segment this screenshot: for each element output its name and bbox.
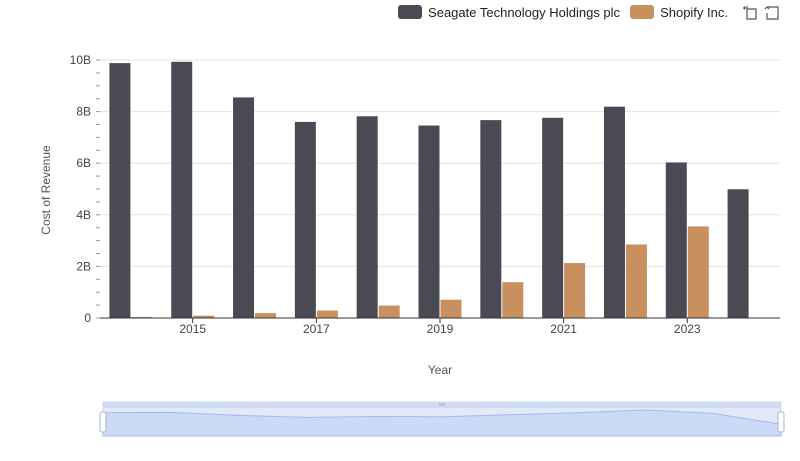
y-tick-label: 8B [76,105,91,119]
x-axis-title: Year [428,363,452,377]
bar-shopify-2023[interactable] [687,226,709,318]
zoom-select-icon[interactable] [742,4,758,20]
bar-shopify-2017[interactable] [316,310,338,318]
slider-preview-area [102,409,782,437]
y-tick-label: 4B [76,208,91,222]
x-tick-label: 2017 [303,322,330,336]
x-tick-label: 2021 [550,322,577,336]
bar-shopify-2018[interactable] [378,305,400,318]
restore-icon[interactable] [764,4,780,20]
bar-shopify-2016[interactable] [255,313,277,318]
bar-seagate-2018[interactable] [356,116,378,318]
legend: Seagate Technology Holdings plc Shopify … [398,4,780,20]
y-axis-title: Cost of Revenue [39,145,53,235]
bar-shopify-2014[interactable] [131,316,153,318]
bar-shopify-2019[interactable] [440,299,462,318]
legend-label-shopify: Shopify Inc. [660,4,728,20]
bar-seagate-2020[interactable] [480,120,502,318]
bar-shopify-2020[interactable] [502,282,524,318]
legend-swatch-shopify [630,5,655,19]
slider-selection[interactable] [103,402,781,436]
x-tick-label: 2015 [179,322,206,336]
bars [109,61,749,319]
slider-handle-right[interactable] [777,411,785,433]
legend-label-seagate: Seagate Technology Holdings plc [428,4,621,20]
x-tick-label: 2023 [674,322,701,336]
y-tick-label: 2B [76,259,91,273]
legend-swatch-seagate [398,5,423,19]
slider-grip-icon[interactable] [439,403,445,406]
bar-seagate-2017[interactable] [294,121,316,318]
x-tick-label: 2019 [427,322,454,336]
legend-item-seagate[interactable]: Seagate Technology Holdings plc [398,5,620,20]
bar-seagate-2014[interactable] [109,63,131,318]
bar-shopify-2021[interactable] [564,263,586,318]
bar-seagate-2019[interactable] [418,125,440,318]
bar-shopify-2015[interactable] [193,315,215,318]
y-tick-label: 10B [70,53,91,67]
bar-shopify-2022[interactable] [625,244,647,318]
y-axis-ticks: 0 2B 4B 6B 8B 10B [70,53,100,325]
y-tick-label: 6B [76,156,91,170]
y-tick-label: 0 [84,311,91,325]
x-axis-ticks: 2015 2017 2019 2021 2023 [179,318,701,336]
bar-seagate-2023[interactable] [665,162,687,318]
bar-seagate-2024[interactable] [727,189,749,318]
legend-item-shopify[interactable]: Shopify Inc. [630,5,728,20]
bar-seagate-2021[interactable] [542,117,564,319]
slider-handle-left[interactable] [99,411,107,433]
bar-seagate-2022[interactable] [603,106,625,318]
bar-seagate-2015[interactable] [171,61,193,318]
data-zoom-slider[interactable] [99,401,785,437]
bar-seagate-2016[interactable] [233,97,255,318]
